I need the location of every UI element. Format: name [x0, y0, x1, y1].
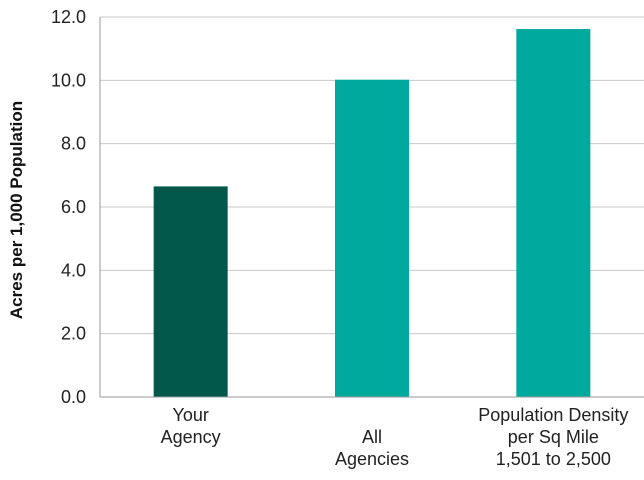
y-tick-label: 8.0	[61, 134, 86, 154]
y-tick-label: 0.0	[61, 387, 86, 407]
category-label-line: per Sq Mile	[508, 427, 599, 447]
axes	[99, 17, 644, 398]
y-tick-label: 2.0	[61, 324, 86, 344]
y-tick-label: 4.0	[61, 260, 86, 280]
category-label-line: Population Density	[478, 405, 628, 425]
y-tick-label: 12.0	[51, 7, 86, 27]
category-label-line: 1,501 to 2,500	[496, 449, 611, 469]
category-label-line: All	[362, 427, 382, 447]
bar	[516, 29, 591, 398]
bars	[153, 29, 591, 398]
bar	[335, 79, 409, 397]
category-label: Your Agency	[161, 405, 221, 447]
category-labels: Your Agency All Agencies Population Density p…	[161, 405, 629, 469]
y-axis-title: Acres per 1,000 Population	[7, 101, 26, 319]
bar	[153, 186, 228, 397]
y-tick-label: 10.0	[51, 70, 86, 90]
y-tick-label: 6.0	[61, 197, 86, 217]
category-label-line: Agency	[161, 427, 221, 447]
y-tick-labels: 0.0 2.0 4.0 6.0 8.0 10.0 12.0	[51, 7, 86, 407]
category-label-line: Your	[172, 405, 208, 425]
category-label-line: Agencies	[335, 449, 409, 469]
category-label: Population Density per Sq Mile 1,501 to 2,…	[478, 405, 628, 469]
category-label: All Agencies	[335, 427, 409, 469]
